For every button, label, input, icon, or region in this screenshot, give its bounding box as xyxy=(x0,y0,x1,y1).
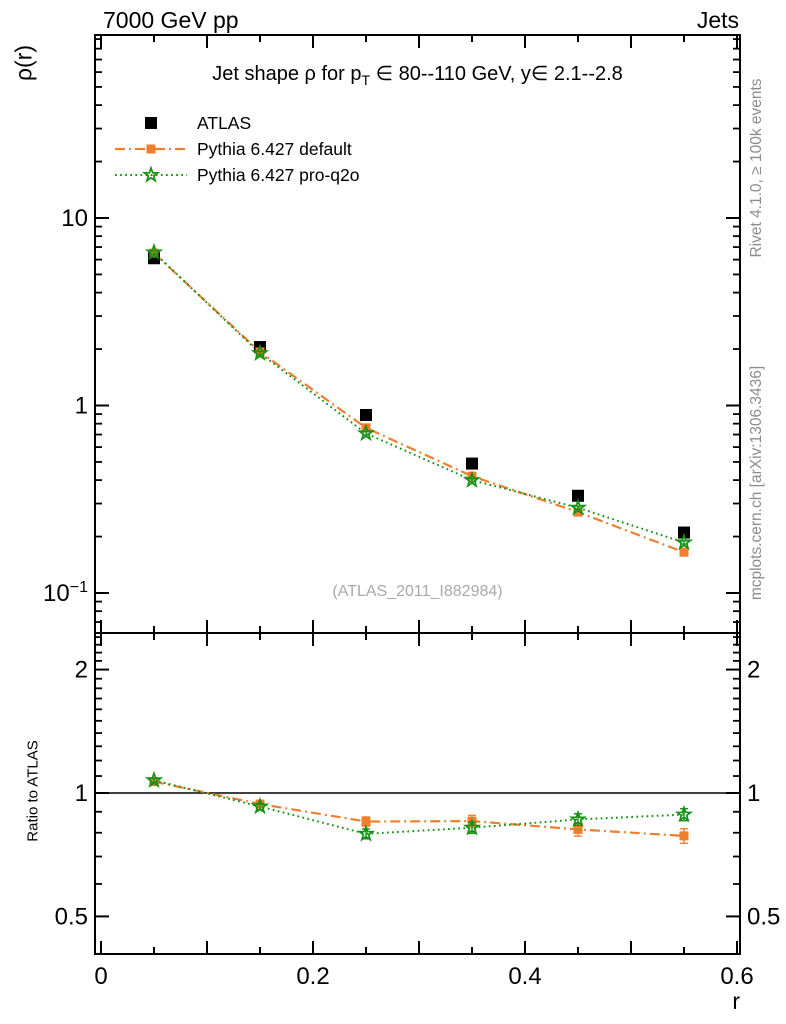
svg-text:2: 2 xyxy=(75,657,88,684)
pythia-proq2o-marker-icon xyxy=(115,165,187,183)
svg-text:0.6: 0.6 xyxy=(720,963,753,990)
legend-label: Pythia 6.427 pro-q2o xyxy=(197,164,360,185)
x-axis-title: r xyxy=(732,988,740,1014)
mcplots-reference-note: mcplots.cern.ch [arXiv:1306.3436] xyxy=(748,365,765,601)
legend-item-pythia-proq2o: Pythia 6.427 pro-q2o xyxy=(112,162,359,188)
plot-title-subscript: T xyxy=(361,72,371,88)
rivet-version-note: Rivet 4.1.0, ≥ 100k events xyxy=(748,78,765,258)
svg-text:10: 10 xyxy=(61,205,88,232)
svg-text:1: 1 xyxy=(75,393,88,420)
atlas-marker-icon xyxy=(145,117,157,129)
svg-text:10−1: 10−1 xyxy=(43,579,88,607)
svg-text:1: 1 xyxy=(75,780,88,807)
analysis-id-watermark: (ATLAS_2011_I882984) xyxy=(332,583,503,600)
svg-text:0.2: 0.2 xyxy=(296,963,329,990)
svg-text:2: 2 xyxy=(747,657,760,684)
plot-title-text: Jet shape ρ for p xyxy=(212,63,362,85)
beam-energy-label: 7000 GeV pp xyxy=(103,7,239,33)
svg-text:0.4: 0.4 xyxy=(508,963,541,990)
y-axis-title: ρ(r) xyxy=(10,44,37,82)
legend-label: ATLAS xyxy=(197,112,252,133)
legend-item-pythia-default: Pythia 6.427 default xyxy=(112,136,359,162)
plot-title: Jet shape ρ for pT ∈ 80--110 GeV, y∈ 2.1… xyxy=(95,61,740,88)
legend-item-atlas: ATLAS xyxy=(112,110,359,136)
pythia-default-marker-icon xyxy=(115,144,187,154)
svg-text:0: 0 xyxy=(94,963,107,990)
process-label: Jets xyxy=(696,7,739,33)
plot-title-range: ∈ 80--110 GeV, y∈ 2.1--2.8 xyxy=(370,63,623,85)
legend: ATLAS Pythia 6.427 default Pythia 6.427 … xyxy=(112,110,359,188)
legend-label: Pythia 6.427 default xyxy=(197,138,352,159)
svg-text:0.5: 0.5 xyxy=(747,903,780,930)
svg-text:0.5: 0.5 xyxy=(55,903,88,930)
ratio-axis-title: Ratio to ATLAS xyxy=(24,740,42,842)
svg-text:1: 1 xyxy=(747,780,760,807)
